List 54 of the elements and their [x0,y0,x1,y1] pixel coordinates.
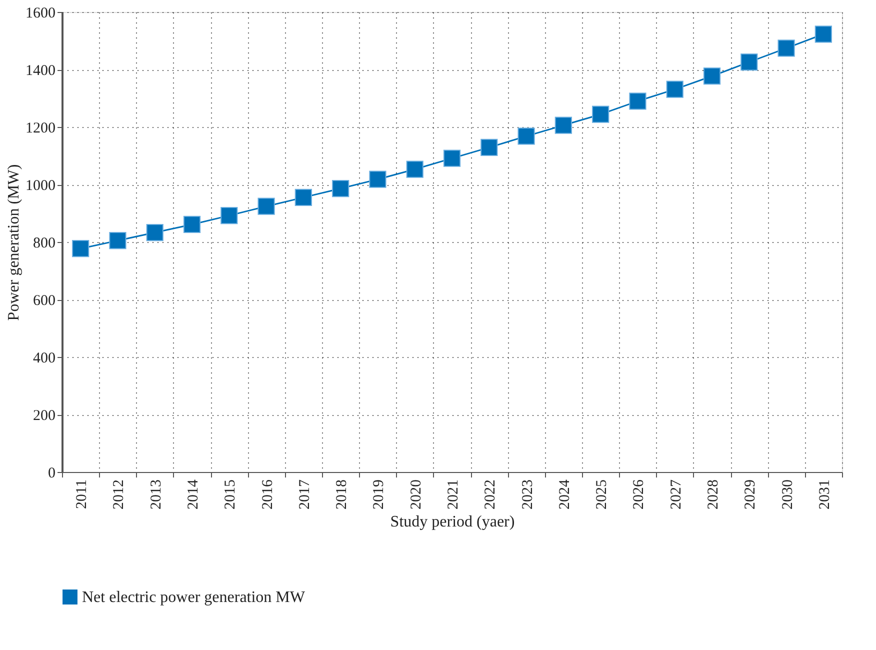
y-tick-label: 1000 [26,178,56,194]
x-tick-label: 2018 [334,480,350,510]
point [554,116,572,134]
point [258,198,275,215]
y-tick-label: 1200 [26,120,56,136]
y-tick-label: 1400 [26,63,56,79]
x-tick-label: 2019 [371,480,388,510]
x-axis-title: Study period (yaer) [390,514,515,530]
y-axis-title: Power generation (MW) [6,164,22,321]
x-tick-label: 2023 [520,480,536,510]
x-tick-label: 2027 [668,479,684,510]
x-tick-label: 2028 [706,480,722,510]
y-tick-label: 400 [33,350,56,366]
point [518,128,535,145]
point [72,240,90,258]
x-tick-label: 2011 [74,480,90,509]
point [220,206,238,224]
y-tick-label: 0 [48,466,56,482]
point [369,170,386,188]
point [146,224,164,242]
point [666,80,684,98]
y-tick-label: 1600 [26,6,56,22]
x-tick-label: 2029 [742,480,759,510]
point [294,188,312,206]
x-tick-label: 2022 [482,480,499,510]
y-tick-label: 600 [33,293,56,309]
x-tick-label: 2015 [222,480,239,510]
x-tick-label: 2025 [594,480,610,510]
x-tick-label: 2016 [260,479,276,510]
y-tick-label: 800 [33,236,56,252]
point [592,106,610,123]
point [740,53,758,71]
point [109,232,126,250]
point [814,26,832,43]
point [480,138,498,156]
x-tick-label: 2017 [296,479,313,510]
point [443,150,461,167]
point [332,180,350,198]
x-tick-label: 2031 [816,480,833,510]
x-tick-label: 2020 [408,480,424,510]
x-tick-label: 2030 [780,480,796,510]
point [406,160,424,178]
point [183,216,201,234]
x-tick-label: 2026 [631,479,648,510]
legend-label: Net electric power generation MW [82,589,306,606]
x-tick-label: 2024 [556,479,573,510]
x-tick-label: 2014 [186,479,202,510]
x-tick-label: 2021 [446,480,462,510]
point [778,40,795,57]
x-tick-label: 2013 [148,480,164,510]
y-tick-label: 200 [33,408,56,424]
point [703,68,721,85]
x-tick-label: 2012 [111,480,128,510]
point [629,92,646,110]
